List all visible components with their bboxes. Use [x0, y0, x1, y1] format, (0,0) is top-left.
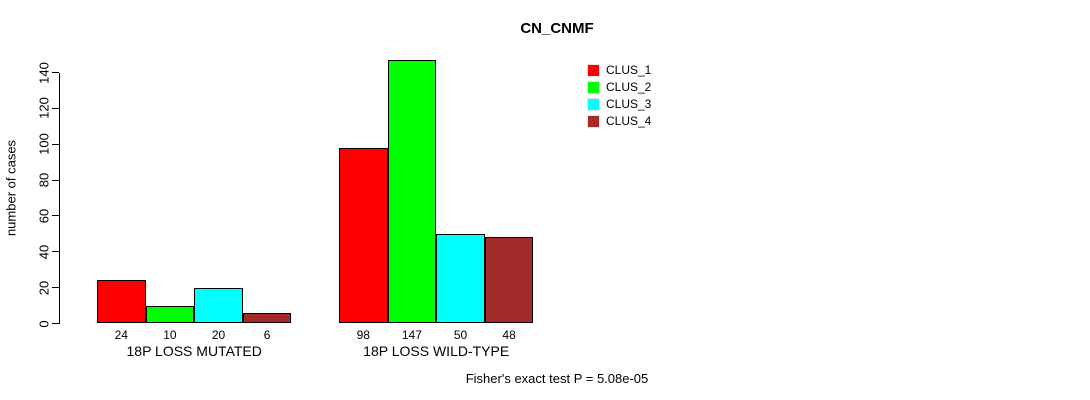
bar-clus_1-group2 — [339, 147, 388, 324]
y-tick-label: 40 — [36, 244, 52, 260]
legend-item-clus_2: CLUS_2 — [587, 80, 652, 94]
y-tick-mark — [52, 323, 59, 324]
y-tick-mark — [52, 251, 59, 253]
bar-clus_4-group1 — [242, 312, 292, 324]
bar-value-label: 24 — [114, 328, 128, 342]
legend-item-clus_3: CLUS_3 — [587, 97, 652, 111]
y-axis-label: number of cases — [3, 139, 19, 237]
bar-value-label: 6 — [263, 328, 271, 342]
bar-value-label: 147 — [401, 328, 422, 342]
bar-clus_1-group1 — [97, 280, 146, 324]
bar-clus_3-group2 — [436, 233, 485, 324]
y-tick-label: 0 — [36, 319, 52, 328]
legend-label: CLUS_3 — [606, 97, 652, 111]
legend-item-clus_4: CLUS_4 — [587, 114, 652, 128]
bar-clus_2-group1 — [145, 305, 195, 324]
bar-value-label: 98 — [356, 328, 370, 342]
bar-value-label: 10 — [163, 328, 177, 342]
y-tick-mark — [52, 72, 59, 73]
y-tick-mark — [52, 143, 59, 145]
bar-clus_4-group2 — [484, 237, 534, 324]
group-label-2: 18P LOSS WILD-TYPE — [363, 343, 510, 359]
y-tick-label: 60 — [36, 208, 52, 224]
y-tick-mark — [52, 179, 59, 181]
y-tick-mark — [52, 287, 59, 289]
legend-label: CLUS_1 — [606, 63, 652, 77]
legend-swatch — [587, 63, 600, 77]
annotation-fisher-test: Fisher's exact test P = 5.08e-05 — [465, 371, 649, 386]
y-tick-label: 20 — [36, 280, 52, 295]
legend-swatch — [587, 97, 600, 111]
legend-label: CLUS_2 — [606, 80, 652, 94]
legend-label: CLUS_4 — [606, 114, 652, 128]
y-tick-label: 100 — [36, 133, 52, 156]
bar-value-label: 20 — [211, 328, 226, 342]
y-axis-line — [59, 72, 60, 324]
y-tick-label: 80 — [36, 172, 52, 188]
y-tick-label: 120 — [36, 97, 52, 120]
bar-value-label: 48 — [502, 328, 516, 342]
legend-swatch — [587, 80, 600, 94]
group-label-1: 18P LOSS MUTATED — [126, 343, 262, 359]
y-tick-mark — [52, 215, 59, 217]
y-tick-mark — [52, 107, 59, 109]
bar-value-label: 50 — [453, 328, 468, 342]
legend-item-clus_1: CLUS_1 — [587, 63, 652, 77]
chart-title: CN_CNMF — [520, 20, 594, 37]
bar-clus_3-group1 — [194, 287, 243, 324]
legend-swatch — [587, 114, 600, 128]
y-tick-label: 140 — [36, 61, 52, 84]
bar-clus_2-group2 — [387, 59, 437, 324]
